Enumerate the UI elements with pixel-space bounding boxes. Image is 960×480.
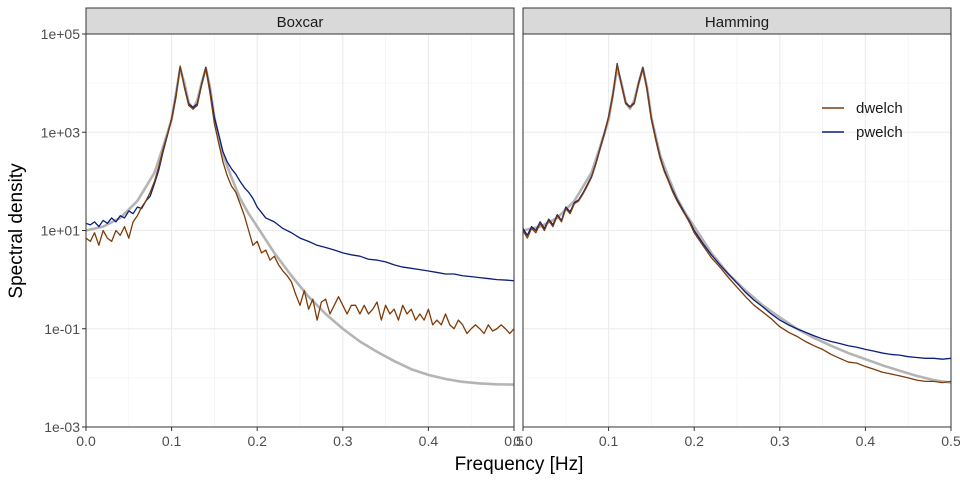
strip-label: Boxcar — [277, 14, 324, 31]
legend-item-dwelch: dwelch — [822, 100, 903, 117]
x-tick-label: 0.1 — [162, 433, 182, 449]
x-tick-label: 0.2 — [684, 433, 704, 449]
x-tick-label: 0.0 — [76, 433, 96, 449]
x-tick-label: 0.2 — [247, 433, 267, 449]
y-tick-label: 1e+03 — [41, 124, 81, 140]
series-line-pwelch — [86, 65, 514, 282]
x-tick-label: 0.5 — [941, 433, 960, 449]
x-tick-label: 0.4 — [856, 433, 876, 449]
y-tick-label: 1e-01 — [44, 321, 80, 337]
series-line-dwelch — [523, 63, 951, 384]
x-axis-title: Frequency [Hz] — [455, 454, 584, 475]
panel-boxcar: Boxcar 0.0 0.1 0.2 0.3 0.4 0.5 1e-03 1e-01 1e+01 1… — [41, 7, 524, 449]
series-group — [523, 62, 951, 384]
x-tick-label: 0.4 — [419, 433, 439, 449]
panel-hamming: Hamming 0.0 0.1 0.2 0.3 0.4 0.5 — [513, 7, 960, 449]
x-tick-label: 0.1 — [599, 433, 619, 449]
strip-background — [522, 7, 952, 35]
legend-item-pwelch: pwelch — [822, 124, 903, 141]
y-tick-label: 1e+01 — [41, 223, 81, 239]
x-tick-label: 0.5 — [504, 433, 524, 449]
strip-label: Hamming — [705, 14, 769, 31]
y-tick-label: 1e-03 — [44, 419, 80, 435]
legend-label: dwelch — [856, 100, 903, 117]
legend-label: pwelch — [856, 124, 903, 141]
series-line-dwelch — [86, 65, 514, 335]
legend: dwelch pwelch — [822, 100, 903, 141]
y-tick-label: 1e+05 — [41, 26, 81, 42]
panels-layer: Boxcar 0.0 0.1 0.2 0.3 0.4 0.5 1e-03 1e-01 1e+01 1… — [41, 7, 960, 449]
x-tick-label: 0.3 — [333, 433, 353, 449]
y-axis-title: Spectral density — [6, 163, 27, 299]
strip-background — [85, 7, 515, 35]
series-group — [86, 65, 514, 386]
x-tick-label: 0.0 — [513, 433, 533, 449]
x-tick-label: 0.3 — [770, 433, 790, 449]
